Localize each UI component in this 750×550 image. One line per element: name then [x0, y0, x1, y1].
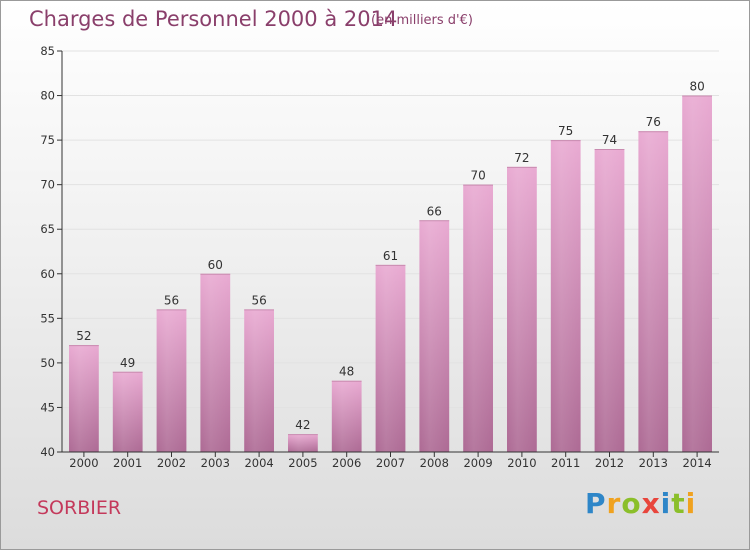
chart-subtitle: (en milliers d'€)	[371, 13, 473, 28]
commune-name: SORBIER	[37, 497, 122, 519]
y-tick-label: 75	[40, 133, 55, 147]
x-tick-label: 2008	[420, 456, 449, 470]
value-label: 80	[689, 80, 704, 94]
y-tick-label: 65	[40, 222, 55, 236]
data-labels: 52 49 56 60 56 42 48 61 66 70 72 75 74 76 80	[76, 80, 704, 433]
value-label: 76	[646, 115, 661, 129]
chart-title: Charges de Personnel 2000 à 2014	[29, 7, 398, 31]
bar-shine	[638, 131, 669, 452]
bar-shine	[69, 345, 99, 452]
bar-shine	[463, 184, 493, 452]
bar-shine	[375, 264, 406, 452]
value-label: 42	[295, 418, 310, 432]
x-tick-label: 2000	[69, 456, 98, 470]
x-tick-label: 2006	[332, 456, 361, 470]
x-tick-label: 2010	[507, 456, 536, 470]
value-label: 48	[339, 365, 354, 379]
x-tick-label: 2004	[244, 456, 273, 470]
bar-shine	[156, 309, 187, 452]
y-tick-label: 85	[40, 44, 55, 58]
bars	[69, 95, 712, 453]
y-tick-label: 55	[40, 311, 55, 325]
value-label: 61	[383, 249, 398, 263]
x-tick-label: 2003	[201, 456, 230, 470]
x-tick-label: 2014	[682, 456, 711, 470]
proxiti-logo: Proxiti	[585, 487, 697, 520]
bar-shine	[244, 309, 274, 452]
value-label: 66	[427, 204, 442, 218]
x-tick-label: 2005	[288, 456, 317, 470]
x-tick-label: 2001	[113, 456, 142, 470]
x-tick-label: 2012	[595, 456, 624, 470]
y-tick-label: 80	[40, 89, 55, 103]
y-tick-label: 45	[40, 400, 55, 414]
y-tick-label: 40	[40, 445, 55, 459]
bar-shine	[419, 220, 450, 452]
value-label: 60	[208, 258, 223, 272]
bar-shine	[200, 273, 231, 452]
value-label: 72	[514, 151, 529, 165]
bar-shine	[682, 95, 712, 453]
axes: 40 45 50 55 60 65 70 75 80 85 2000 2001 2002 2003 2004…	[40, 44, 719, 470]
bar-shine	[507, 166, 537, 452]
x-tick-label: 2013	[639, 456, 668, 470]
x-tick-label: 2009	[463, 456, 492, 470]
value-label: 56	[251, 293, 266, 307]
bar-shine	[594, 149, 625, 452]
y-tick-label: 60	[40, 267, 55, 281]
value-label: 75	[558, 124, 573, 138]
value-label: 49	[120, 356, 135, 370]
bar-shine	[112, 371, 143, 452]
y-tick-label: 70	[40, 178, 55, 192]
bar-shine	[288, 434, 318, 452]
value-label: 52	[76, 329, 91, 343]
x-tick-label: 2002	[157, 456, 186, 470]
bar-shine	[331, 380, 362, 452]
x-tick-label: 2011	[551, 456, 580, 470]
value-label: 56	[164, 293, 179, 307]
y-tick-label: 50	[40, 356, 55, 370]
bar-shine	[550, 140, 581, 452]
value-label: 74	[602, 133, 617, 147]
x-tick-label: 2007	[376, 456, 405, 470]
value-label: 70	[470, 169, 485, 183]
